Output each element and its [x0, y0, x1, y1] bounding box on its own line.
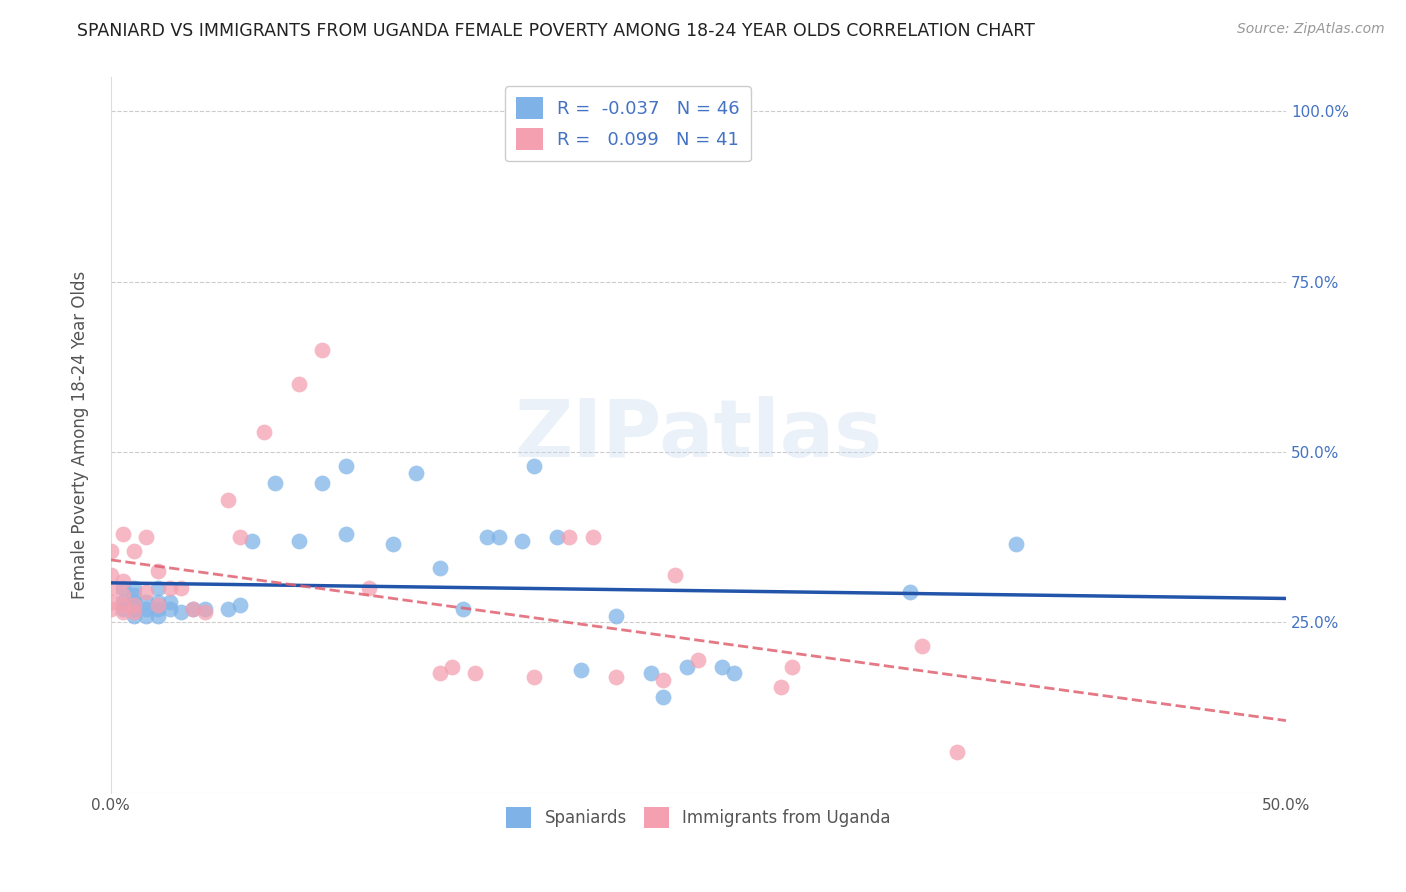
Point	[100, 595, 122, 609]
Point	[558, 530, 581, 544]
Point	[100, 544, 122, 558]
Text: Source: ZipAtlas.com: Source: ZipAtlas.com	[1237, 22, 1385, 37]
Point	[111, 595, 134, 609]
Y-axis label: Female Poverty Among 18-24 Year Olds: Female Poverty Among 18-24 Year Olds	[72, 271, 89, 599]
Point	[146, 582, 169, 596]
Point	[100, 567, 122, 582]
Point	[475, 530, 498, 544]
Point	[405, 466, 427, 480]
Legend: Spaniards, Immigrants from Uganda: Spaniards, Immigrants from Uganda	[499, 801, 897, 834]
Point	[464, 666, 486, 681]
Point	[217, 492, 239, 507]
Point	[1004, 537, 1026, 551]
Point	[311, 343, 333, 357]
Point	[488, 530, 510, 544]
Point	[429, 561, 451, 575]
Point	[159, 582, 181, 596]
Point	[710, 659, 733, 673]
Point	[170, 605, 193, 619]
Point	[111, 601, 134, 615]
Point	[769, 680, 792, 694]
Point	[898, 584, 921, 599]
Point	[146, 595, 169, 609]
Point	[146, 599, 169, 613]
Text: SPANIARD VS IMMIGRANTS FROM UGANDA FEMALE POVERTY AMONG 18-24 YEAR OLDS CORRELAT: SPANIARD VS IMMIGRANTS FROM UGANDA FEMAL…	[77, 22, 1035, 40]
Point	[429, 666, 451, 681]
Point	[122, 588, 145, 602]
Point	[264, 475, 287, 490]
Point	[100, 582, 122, 596]
Point	[135, 584, 157, 599]
Point	[194, 605, 217, 619]
Point	[135, 608, 157, 623]
Point	[229, 530, 252, 544]
Point	[146, 608, 169, 623]
Point	[122, 582, 145, 596]
Point	[288, 376, 311, 391]
Point	[146, 564, 169, 578]
Point	[111, 526, 134, 541]
Point	[122, 544, 145, 558]
Point	[688, 653, 710, 667]
Point	[111, 588, 134, 602]
Point	[911, 639, 934, 653]
Point	[194, 601, 217, 615]
Point	[664, 567, 686, 582]
Point	[181, 601, 204, 615]
Point	[240, 533, 263, 548]
Point	[335, 526, 357, 541]
Point	[122, 595, 145, 609]
Point	[381, 537, 404, 551]
Point	[181, 601, 204, 615]
Point	[723, 666, 745, 681]
Point	[510, 533, 533, 548]
Point	[135, 601, 157, 615]
Point	[122, 599, 145, 613]
Point	[335, 458, 357, 473]
Point	[135, 530, 157, 544]
Point	[359, 582, 381, 596]
Point	[135, 595, 157, 609]
Point	[288, 533, 311, 548]
Point	[111, 599, 134, 613]
Text: ZIPatlas: ZIPatlas	[515, 396, 883, 474]
Point	[217, 601, 239, 615]
Point	[675, 659, 697, 673]
Point	[252, 425, 274, 439]
Point	[122, 601, 145, 615]
Point	[523, 670, 546, 684]
Point	[440, 659, 463, 673]
Point	[100, 601, 122, 615]
Point	[569, 663, 592, 677]
Point	[581, 530, 603, 544]
Point	[605, 608, 627, 623]
Point	[122, 605, 145, 619]
Point	[652, 690, 675, 705]
Point	[453, 601, 475, 615]
Point	[170, 582, 193, 596]
Point	[159, 595, 181, 609]
Point	[311, 475, 333, 490]
Point	[946, 745, 969, 759]
Point	[546, 530, 568, 544]
Point	[146, 601, 169, 615]
Point	[652, 673, 675, 688]
Point	[782, 659, 804, 673]
Point	[111, 574, 134, 589]
Point	[229, 599, 252, 613]
Point	[159, 601, 181, 615]
Point	[523, 458, 546, 473]
Point	[122, 608, 145, 623]
Point	[111, 605, 134, 619]
Point	[605, 670, 627, 684]
Point	[111, 582, 134, 596]
Point	[640, 666, 662, 681]
